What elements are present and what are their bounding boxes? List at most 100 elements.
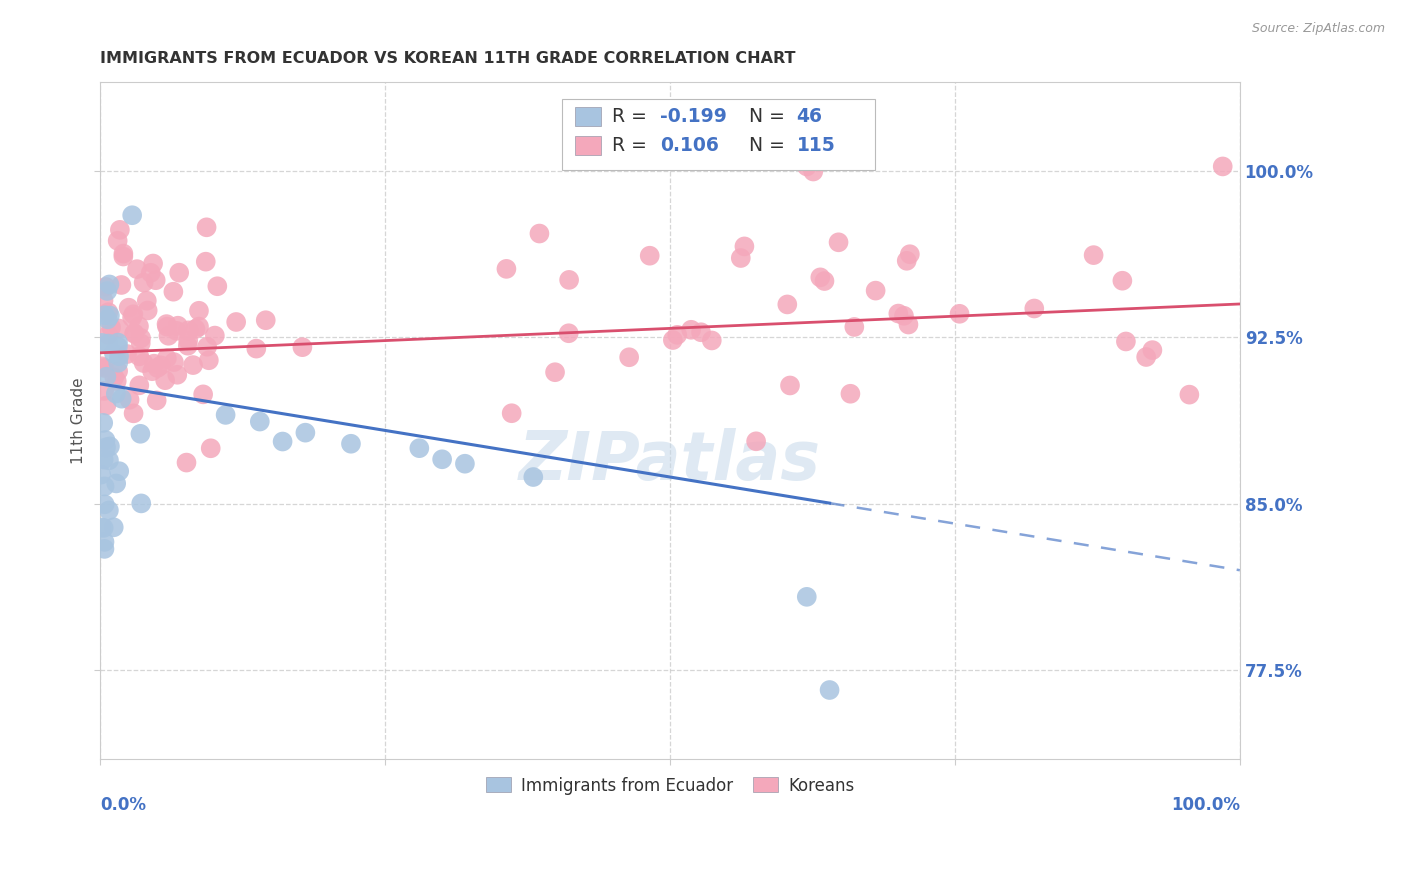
Point: [249, 415, 271, 429]
Point: [501, 406, 523, 420]
Point: [865, 284, 887, 298]
Point: [118, 392, 141, 407]
Point: [157, 328, 180, 343]
Point: [112, 250, 135, 264]
Point: [700, 334, 723, 348]
Point: [177, 323, 200, 337]
Point: [818, 683, 841, 698]
Point: [340, 436, 363, 450]
Point: [198, 353, 221, 368]
Text: R =: R =: [612, 107, 652, 126]
Point: [139, 266, 162, 280]
Point: [97, 327, 120, 342]
Point: [200, 442, 222, 456]
Point: [162, 285, 184, 299]
Point: [1083, 248, 1105, 262]
Point: [839, 386, 862, 401]
Point: [90, 520, 112, 534]
Point: [557, 326, 579, 341]
Point: [145, 393, 167, 408]
Point: [93, 360, 115, 375]
Point: [107, 364, 129, 378]
Point: [730, 251, 752, 265]
Point: [155, 317, 177, 331]
Point: [96, 369, 118, 384]
Point: [145, 273, 167, 287]
Point: [125, 262, 148, 277]
Point: [214, 408, 236, 422]
Point: [124, 326, 146, 341]
Point: [153, 373, 176, 387]
Point: [430, 452, 453, 467]
Point: [129, 496, 152, 510]
Point: [128, 319, 150, 334]
Point: [108, 464, 131, 478]
Point: [745, 434, 768, 449]
FancyBboxPatch shape: [562, 99, 875, 170]
Point: [294, 425, 316, 440]
Point: [195, 220, 218, 235]
Point: [1142, 343, 1164, 358]
Point: [167, 318, 190, 333]
Point: [1135, 350, 1157, 364]
Point: [195, 340, 218, 354]
Point: [898, 247, 921, 261]
Point: [887, 307, 910, 321]
Point: [135, 293, 157, 308]
Point: [188, 303, 211, 318]
Point: [142, 256, 165, 270]
Text: Source: ZipAtlas.com: Source: ZipAtlas.com: [1251, 22, 1385, 36]
Point: [897, 318, 920, 332]
Point: [98, 309, 121, 323]
Point: [454, 457, 477, 471]
Point: [796, 160, 818, 174]
Point: [194, 254, 217, 268]
Point: [166, 324, 188, 338]
Point: [156, 319, 179, 334]
Point: [104, 386, 127, 401]
Point: [100, 320, 122, 334]
Point: [121, 208, 143, 222]
Text: 46: 46: [797, 107, 823, 126]
Text: ZIPatlas: ZIPatlas: [519, 428, 821, 494]
Point: [254, 313, 277, 327]
Point: [108, 223, 131, 237]
Text: 100.0%: 100.0%: [1171, 796, 1240, 814]
FancyBboxPatch shape: [575, 136, 600, 154]
Point: [191, 387, 214, 401]
Point: [796, 590, 818, 604]
Point: [129, 336, 152, 351]
Point: [111, 392, 134, 406]
Point: [271, 434, 294, 449]
Point: [112, 246, 135, 260]
Point: [522, 470, 544, 484]
Point: [1212, 160, 1234, 174]
Point: [107, 356, 129, 370]
Point: [94, 280, 117, 294]
Point: [143, 357, 166, 371]
Point: [666, 327, 689, 342]
Text: N =: N =: [748, 107, 790, 126]
Point: [107, 340, 129, 354]
Point: [776, 297, 799, 311]
Text: R =: R =: [612, 136, 652, 154]
Point: [166, 368, 188, 382]
Point: [97, 305, 120, 319]
Point: [801, 164, 824, 178]
Text: 0.106: 0.106: [659, 136, 718, 154]
Point: [103, 370, 125, 384]
Point: [93, 452, 115, 467]
Point: [408, 441, 430, 455]
Point: [544, 365, 567, 379]
Point: [291, 340, 314, 354]
Point: [103, 520, 125, 534]
Point: [813, 274, 835, 288]
Legend: Immigrants from Ecuador, Koreans: Immigrants from Ecuador, Koreans: [479, 770, 860, 801]
Point: [529, 227, 551, 241]
Point: [94, 308, 117, 322]
Point: [97, 503, 120, 517]
Point: [118, 301, 141, 315]
Y-axis label: 11th Grade: 11th Grade: [72, 377, 86, 464]
Point: [662, 333, 685, 347]
Point: [105, 476, 128, 491]
